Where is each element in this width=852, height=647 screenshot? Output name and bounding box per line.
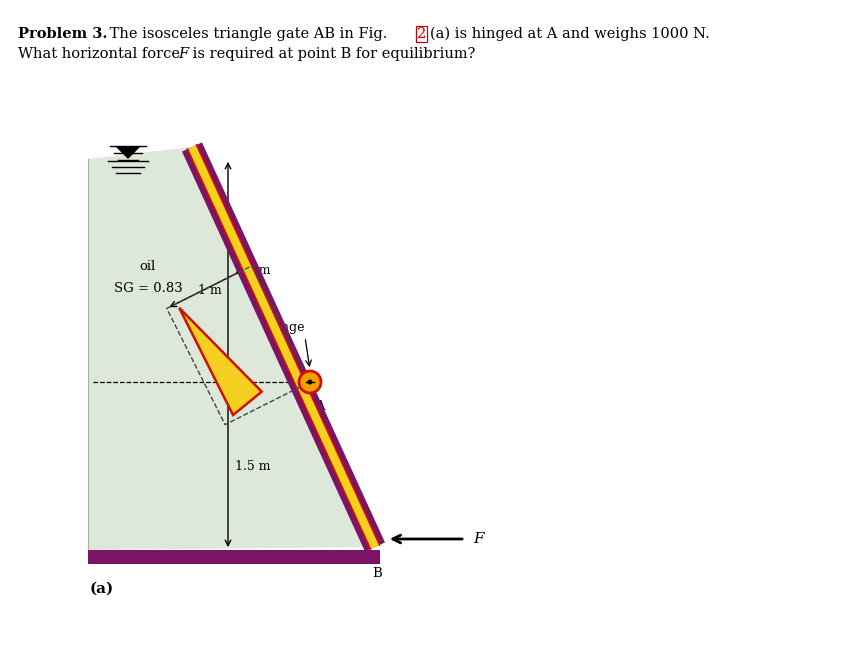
Text: 2: 2: [417, 27, 426, 41]
Polygon shape: [187, 145, 379, 549]
Bar: [88, 550, 379, 564]
Text: B: B: [371, 567, 382, 580]
Text: Problem 3.: Problem 3.: [18, 27, 107, 41]
Circle shape: [299, 371, 320, 393]
Text: SG = 0.83: SG = 0.83: [113, 283, 182, 296]
Text: (a): (a): [90, 582, 114, 596]
Text: F: F: [178, 47, 188, 61]
Polygon shape: [88, 147, 375, 550]
Text: (a) is hinged at A and weighs 1000 N.: (a) is hinged at A and weighs 1000 N.: [429, 27, 709, 41]
Text: oil: oil: [140, 261, 156, 274]
Circle shape: [307, 380, 312, 384]
Text: hinge: hinge: [269, 320, 305, 333]
Text: 1 m: 1 m: [198, 284, 222, 297]
Text: The isosceles triangle gate AB in Fig.: The isosceles triangle gate AB in Fig.: [105, 27, 392, 41]
Text: What horizontal force: What horizontal force: [18, 47, 184, 61]
Text: is required at point B for equilibrium?: is required at point B for equilibrium?: [187, 47, 475, 61]
Text: 3.5 m: 3.5 m: [234, 264, 270, 277]
Polygon shape: [179, 308, 262, 415]
Text: 1.5 m: 1.5 m: [234, 459, 270, 472]
Polygon shape: [181, 142, 384, 552]
Text: A: A: [314, 400, 325, 413]
Text: F: F: [473, 532, 483, 546]
Polygon shape: [115, 146, 141, 159]
